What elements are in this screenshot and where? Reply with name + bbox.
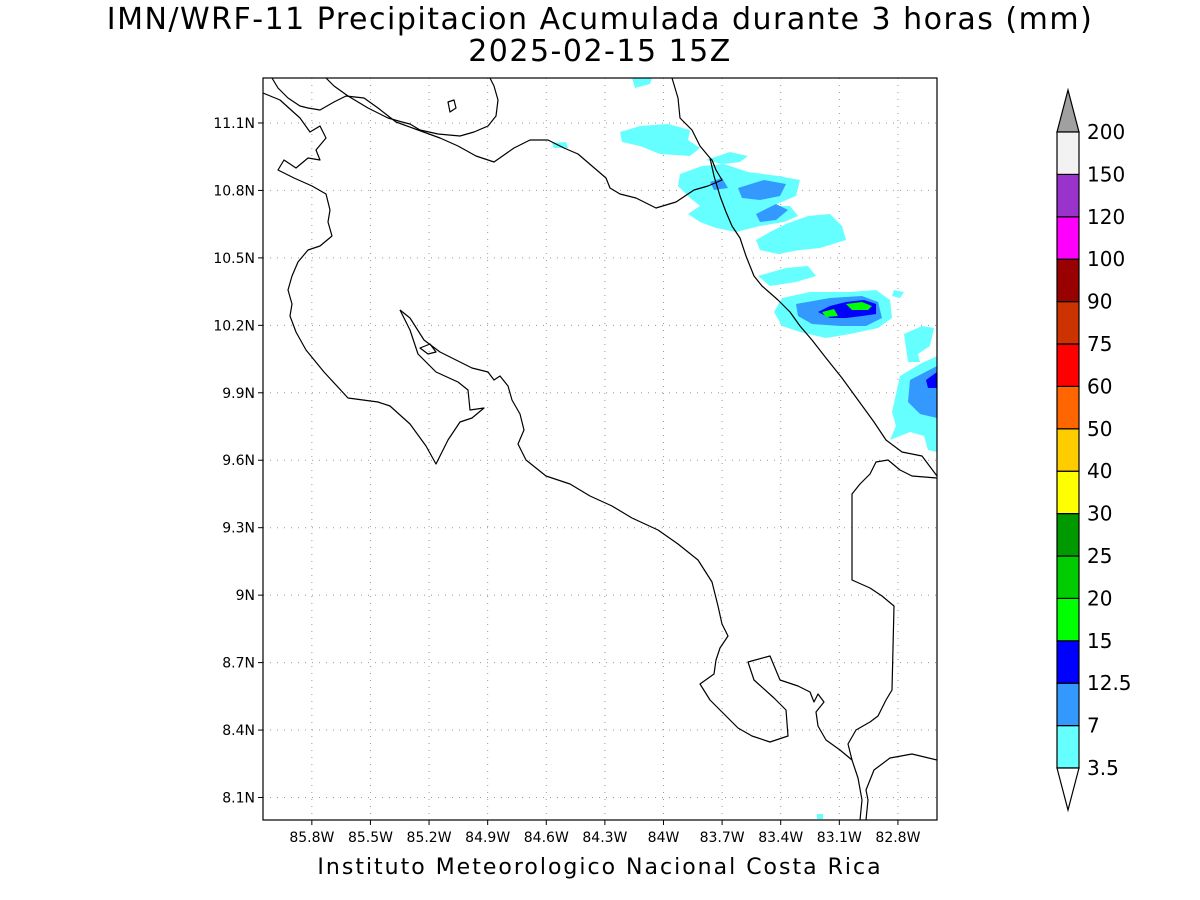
nicoya-gulf-coast (399, 309, 863, 820)
colorbar-level-label: 12.5 (1087, 671, 1132, 695)
lake-coast (325, 78, 499, 137)
y-tick-label: 9N (236, 588, 255, 604)
colorbar-swatch (1056, 724, 1080, 769)
colorbar-swatch (1056, 555, 1080, 600)
precip-area-15 (846, 302, 872, 310)
precip-area-15 (822, 309, 838, 317)
x-tick-label: 85.5W (348, 830, 393, 846)
x-tick-label: 83.7W (700, 830, 745, 846)
colorbar-level-label: 200 (1087, 120, 1125, 144)
axis-ticks: 85.8W 85.5W 85.2W 84.9W 84.6W 84.3W 84W 83.7W 83… (213, 116, 920, 846)
colorbar-level-label: 15 (1087, 629, 1112, 653)
x-tick-label: 85.2W (407, 830, 452, 846)
y-tick-label: 8.7N (222, 656, 255, 672)
colorbar-level-label: 30 (1087, 502, 1112, 526)
precip-area-3_5 (620, 124, 700, 156)
precip-area-3_5 (706, 152, 748, 164)
precip-area-3_5 (817, 814, 823, 819)
map-grid (263, 78, 937, 820)
colorbar-level-label: 7 (1087, 714, 1100, 738)
colorbar-level-label: 120 (1087, 205, 1125, 229)
colorbar-swatch (1056, 640, 1080, 684)
precip-area-3_5 (904, 326, 934, 362)
caribbean-coast (671, 78, 937, 477)
colorbar-level-label: 75 (1087, 332, 1112, 356)
footer-credit: Instituto Meteorologico Nacional Costa R… (317, 855, 883, 880)
colorbar-swatch (1056, 258, 1080, 303)
y-tick-label: 8.1N (222, 791, 255, 807)
colorbar-level-label: 40 (1087, 459, 1112, 483)
precip-area-3_5 (678, 164, 800, 232)
x-tick-label: 84.6W (524, 830, 569, 846)
x-tick-label: 85.8W (289, 830, 334, 846)
nicaragua-costa-rica-border (271, 78, 723, 209)
colorbar-under-arrow (1056, 767, 1080, 813)
y-tick-label: 9.9N (222, 386, 255, 402)
colorbar-level-label: 100 (1087, 247, 1125, 271)
colorbar-level-label: 90 (1087, 290, 1112, 314)
precip-area-3_5 (632, 78, 652, 88)
colorbar-level-label: 20 (1087, 586, 1112, 610)
precipitation-shading (552, 78, 937, 819)
nicaragua-north-coast (263, 92, 485, 465)
map-frame (262, 77, 938, 821)
colorbar-swatch (1056, 216, 1080, 260)
colorbar-swatch (1056, 131, 1080, 176)
colorbar-swatch (1056, 173, 1080, 218)
precip-area-3_5 (892, 290, 904, 298)
colorbar-level-label: 50 (1087, 417, 1112, 441)
precip-area-7 (710, 178, 728, 190)
colorbar-level-label: 3.5 (1087, 756, 1119, 780)
precip-area-12_5 (926, 372, 937, 388)
colorbar-swatch (1056, 428, 1080, 472)
colorbar-level-label: 150 (1087, 162, 1125, 186)
precip-area-7 (756, 204, 788, 222)
x-tick-label: 84W (648, 830, 680, 846)
colorbar: 3.5 7 12.5 15 20 25 30 40 50 60 75 90 100 120 150 200 (1056, 87, 1132, 813)
y-tick-label: 9.6N (222, 453, 255, 469)
colorbar-swatch (1056, 470, 1080, 515)
colorbar-swatch (1056, 597, 1080, 642)
precip-area-7 (738, 180, 786, 200)
colorbar-swatch (1056, 343, 1080, 388)
x-tick-label: 83.1W (817, 830, 862, 846)
x-tick-label: 82.8W (875, 830, 920, 846)
nicoya-island (419, 343, 437, 355)
colorbar-swatch (1056, 301, 1080, 345)
x-tick-label: 84.3W (582, 830, 627, 846)
precip-area-3_5 (758, 266, 816, 286)
chart-subtitle-date: 2025-02-15 15Z (468, 34, 732, 69)
colorbar-level-label: 25 (1087, 544, 1112, 568)
x-tick-label: 84.9W (465, 830, 510, 846)
colorbar-swatch (1056, 512, 1080, 557)
coastlines-borders (263, 78, 937, 820)
y-tick-label: 10.5N (213, 251, 255, 267)
y-tick-label: 8.4N (222, 723, 255, 739)
colorbar-level-label: 60 (1087, 374, 1112, 398)
y-tick-label: 9.3N (222, 521, 255, 537)
y-tick-label: 11.1N (213, 116, 255, 132)
y-tick-label: 10.2N (213, 318, 255, 334)
colorbar-swatch (1056, 682, 1080, 727)
precip-area-3_5 (756, 214, 846, 254)
colorbar-swatch (1056, 385, 1080, 430)
chart-title: IMN/WRF-11 Precipitacion Acumulada duran… (106, 2, 1094, 37)
x-tick-label: 83.4W (758, 830, 803, 846)
osa-border-segment (847, 459, 937, 761)
y-tick-label: 10.8N (213, 183, 255, 199)
colorbar-over-arrow (1056, 87, 1080, 133)
small-island (447, 99, 457, 113)
south-panama-coast (865, 753, 937, 820)
